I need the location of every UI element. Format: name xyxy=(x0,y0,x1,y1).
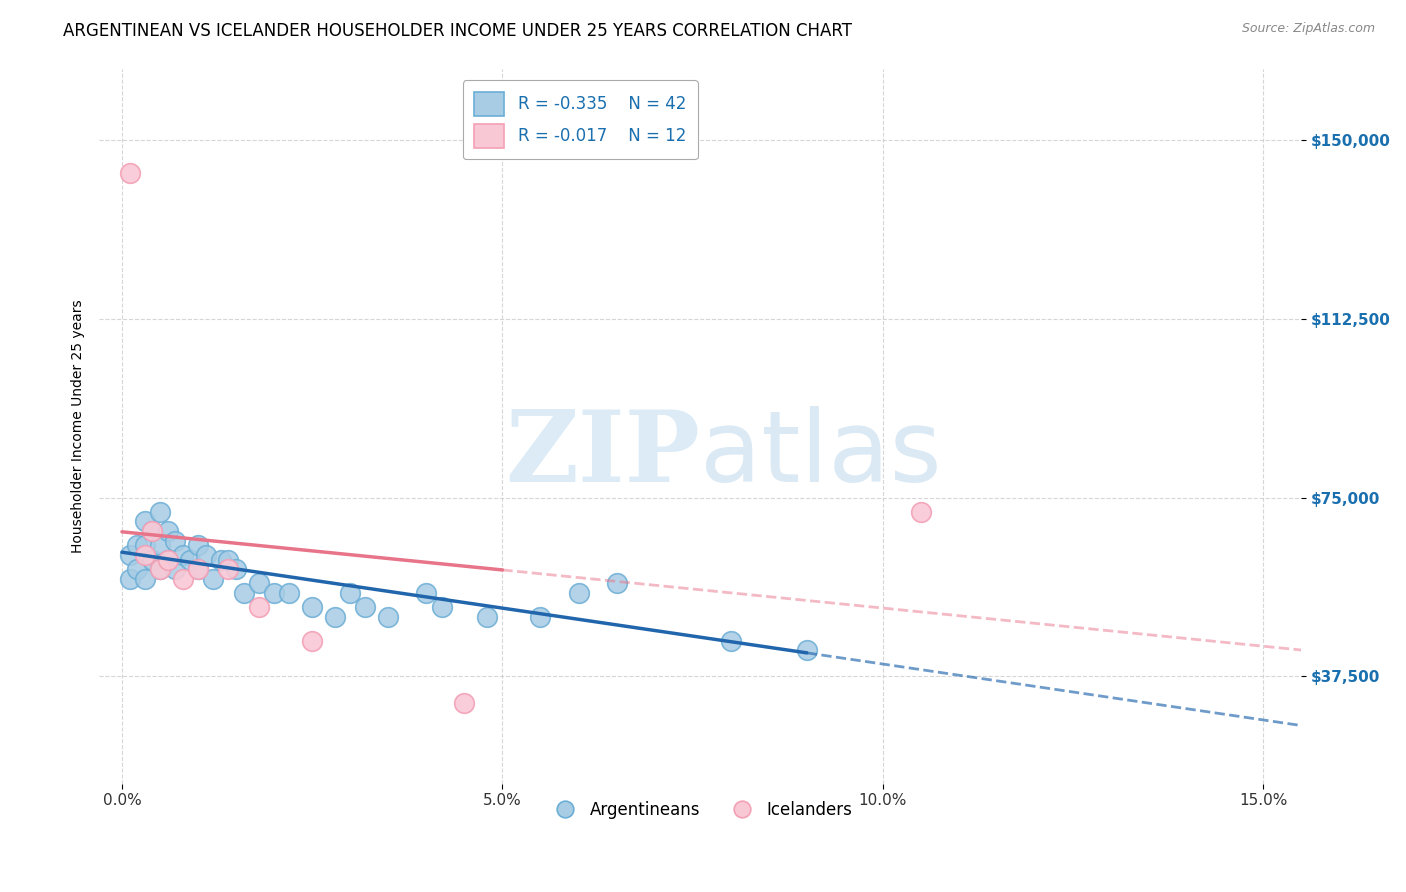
Point xyxy=(187,562,209,576)
Point xyxy=(301,633,323,648)
Point xyxy=(477,610,499,624)
Point xyxy=(134,572,156,586)
Point xyxy=(323,610,346,624)
Point xyxy=(156,524,179,538)
Point xyxy=(202,572,225,586)
Text: ARGENTINEAN VS ICELANDER HOUSEHOLDER INCOME UNDER 25 YEARS CORRELATION CHART: ARGENTINEAN VS ICELANDER HOUSEHOLDER INC… xyxy=(63,22,852,40)
Point xyxy=(149,562,172,576)
Point xyxy=(910,505,932,519)
Point xyxy=(141,552,163,566)
Point xyxy=(247,576,270,591)
Point xyxy=(134,538,156,552)
Point xyxy=(415,586,437,600)
Point xyxy=(172,548,194,562)
Point xyxy=(529,610,551,624)
Point xyxy=(218,552,240,566)
Point xyxy=(225,562,247,576)
Point xyxy=(567,586,589,600)
Text: Source: ZipAtlas.com: Source: ZipAtlas.com xyxy=(1241,22,1375,36)
Point xyxy=(209,552,232,566)
Point xyxy=(187,562,209,576)
Point xyxy=(354,600,377,615)
Point xyxy=(339,586,361,600)
Text: atlas: atlas xyxy=(700,406,942,503)
Point xyxy=(430,600,453,615)
Point xyxy=(165,533,187,548)
Point xyxy=(127,562,149,576)
Point xyxy=(134,515,156,529)
Point xyxy=(218,562,240,576)
Point xyxy=(141,524,163,538)
Y-axis label: Householder Income Under 25 years: Householder Income Under 25 years xyxy=(72,300,86,553)
Point xyxy=(720,633,742,648)
Point xyxy=(796,643,818,657)
Point xyxy=(172,572,194,586)
Point xyxy=(118,572,141,586)
Point xyxy=(606,576,628,591)
Point xyxy=(156,552,179,566)
Point xyxy=(156,552,179,566)
Point xyxy=(149,538,172,552)
Legend: Argentineans, Icelanders: Argentineans, Icelanders xyxy=(541,794,859,825)
Point xyxy=(247,600,270,615)
Point xyxy=(377,610,399,624)
Point xyxy=(194,548,217,562)
Text: ZIP: ZIP xyxy=(505,406,700,503)
Point xyxy=(165,562,187,576)
Point xyxy=(127,538,149,552)
Point xyxy=(301,600,323,615)
Point xyxy=(263,586,285,600)
Point xyxy=(187,538,209,552)
Point xyxy=(278,586,301,600)
Point xyxy=(141,524,163,538)
Point xyxy=(179,552,201,566)
Point xyxy=(118,166,141,180)
Point xyxy=(453,696,475,710)
Point xyxy=(232,586,254,600)
Point xyxy=(134,548,156,562)
Point xyxy=(118,548,141,562)
Point xyxy=(149,505,172,519)
Point xyxy=(149,562,172,576)
